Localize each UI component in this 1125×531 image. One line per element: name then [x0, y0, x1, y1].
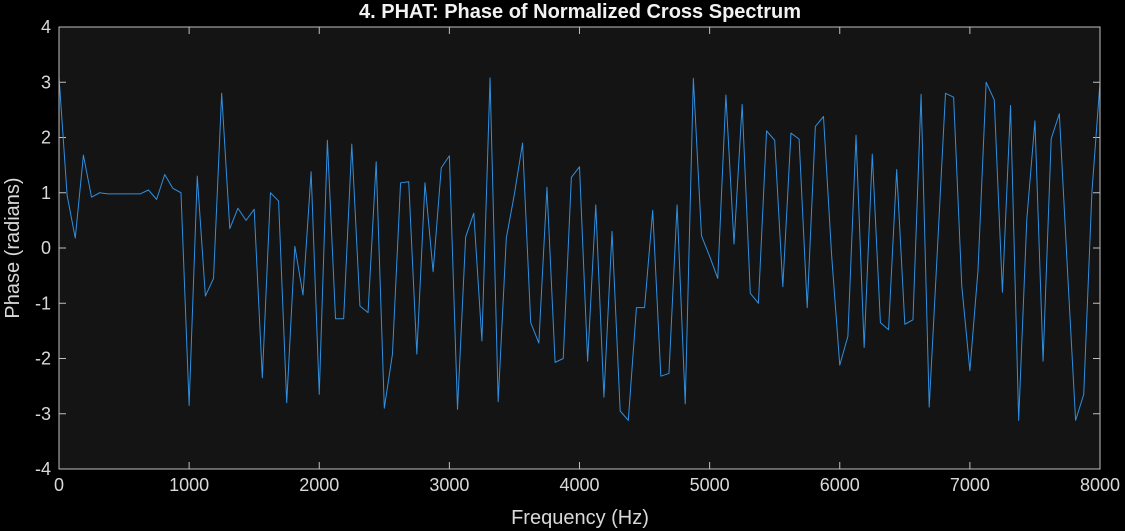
y-tick-label: 0 [41, 238, 51, 258]
y-axis-label: Phase (radians) [2, 177, 24, 318]
y-axis: -4 -3 -2 -1 0 1 2 3 4 [35, 17, 1100, 479]
x-tick-label: 3000 [429, 475, 469, 495]
y-tick-label: 3 [41, 72, 51, 92]
x-tick-label: 6000 [820, 475, 860, 495]
chart-title: 4. PHAT: Phase of Normalized Cross Spect… [359, 1, 801, 23]
y-tick-label: -2 [35, 349, 51, 369]
x-tick-label: 8000 [1080, 475, 1120, 495]
x-axis-label: Frequency (Hz) [511, 507, 649, 529]
x-tick-label: 0 [54, 475, 64, 495]
x-tick-label: 7000 [950, 475, 990, 495]
plot-area [59, 27, 1100, 469]
y-tick-label: -3 [35, 404, 51, 424]
y-tick-label: 1 [41, 183, 51, 203]
y-tick-label: 4 [41, 17, 51, 37]
x-axis: 0 1000 2000 3000 4000 5000 6000 7000 8000 [54, 27, 1120, 495]
y-tick-label: -4 [35, 459, 51, 479]
y-tick-label: 2 [41, 128, 51, 148]
x-tick-label: 4000 [559, 475, 599, 495]
axes-frame [58, 26, 1101, 470]
x-tick-label: 5000 [690, 475, 730, 495]
x-tick-label: 2000 [299, 475, 339, 495]
phase-series-line [58, 76, 1101, 421]
x-tick-label: 1000 [169, 475, 209, 495]
y-tick-label: -1 [35, 293, 51, 313]
